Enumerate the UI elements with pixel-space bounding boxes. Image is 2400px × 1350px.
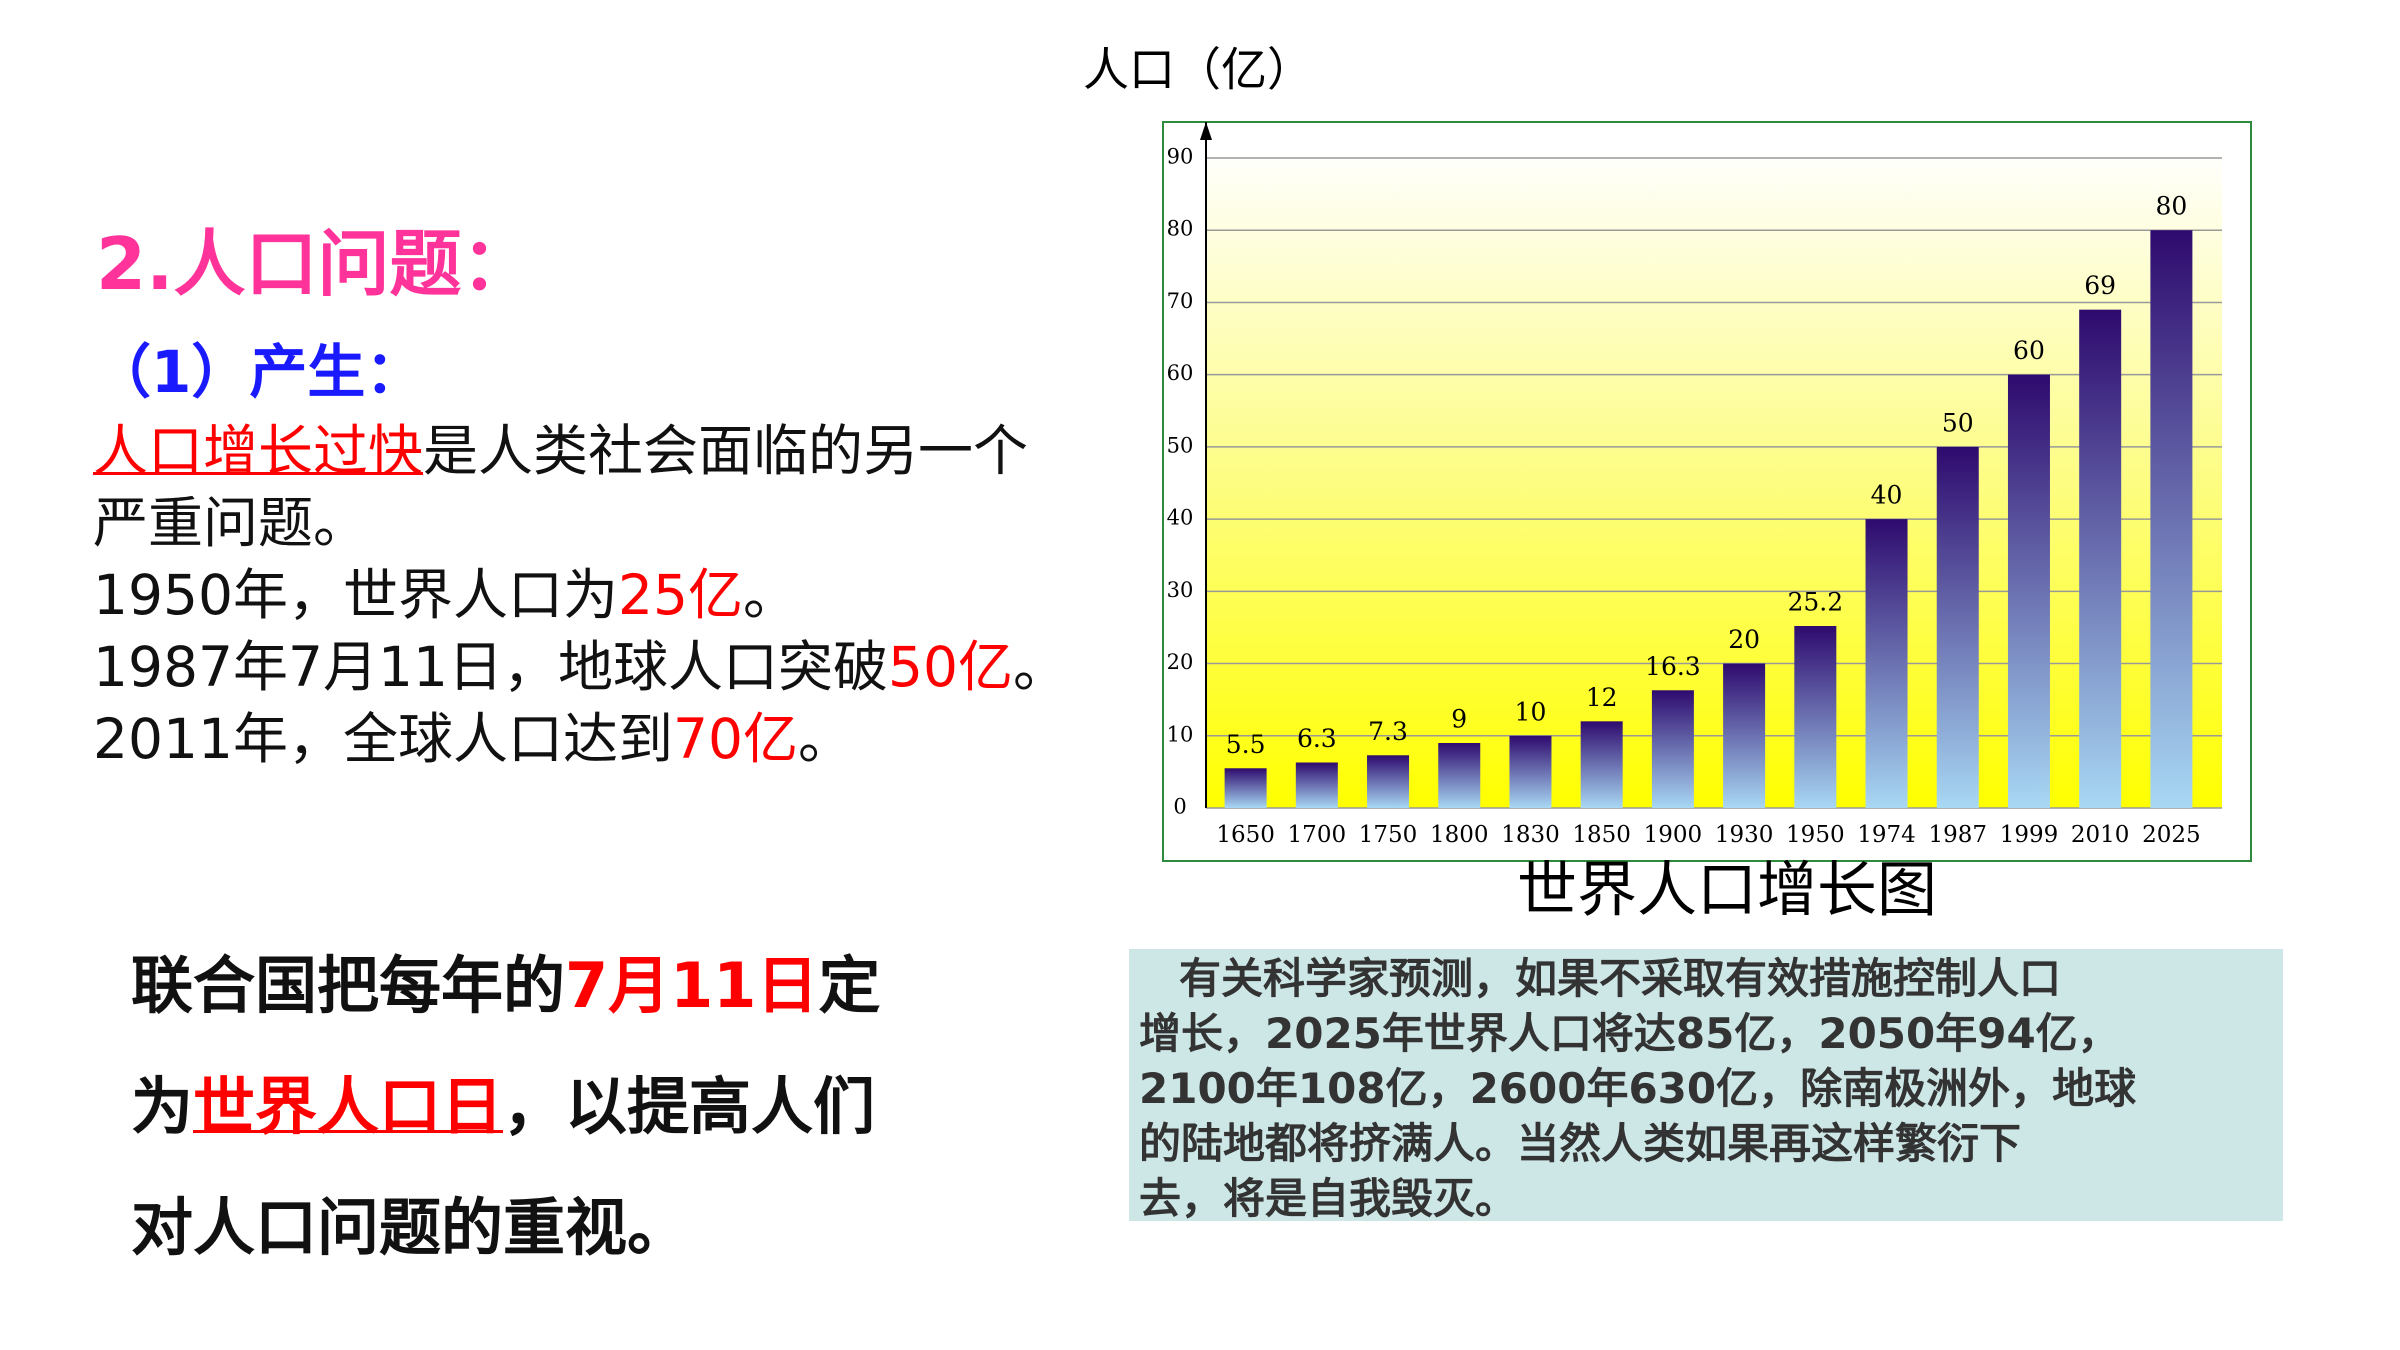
y-axis-arrow (1200, 122, 1212, 140)
x-tick-label: 1700 (1288, 822, 1347, 848)
bar (1580, 721, 1623, 808)
chart-title: 世界人口增长图 (1517, 856, 1937, 926)
bar (1367, 755, 1410, 808)
y-tick-label: 90 (1167, 145, 1194, 169)
prediction-line: 增长，2025年世界人口将达85亿，2050年94亿， (1139, 1009, 2120, 1058)
prediction-line: 2100年108亿，2600年630亿，除南极洲外，地球 (1139, 1064, 2137, 1113)
paragraph-line: 1987年7月11日，地球人口突破50亿。 (93, 631, 1068, 703)
text: 联合国把每年的 (131, 949, 566, 1022)
statement: 联合国把每年的7月11日定 为世界人口日，以提高人们 对人口问题的重视。 (131, 925, 880, 1288)
bar (1224, 768, 1267, 808)
paragraph-line: 2011年，全球人口达到70亿。 (93, 703, 1068, 775)
text: ，以提高人们 (503, 1070, 876, 1143)
value-label: 16.3 (1645, 652, 1701, 681)
x-tick-label: 1900 (1644, 822, 1703, 848)
value-label: 60 (2013, 336, 2045, 365)
x-tick-label: 2010 (2071, 822, 2130, 848)
text: 。 (742, 563, 798, 627)
prediction-line: 的陆地都将挤满人。当然人类如果再这样繁衍下 (1139, 1119, 2022, 1168)
bar (1438, 743, 1481, 808)
paragraph: 人口增长过快是人类社会面临的另一个 严重问题。 1950年，世界人口为25亿。 … (93, 415, 1068, 775)
x-tick-label: 1930 (1715, 822, 1774, 848)
text: 1950年，世界人口为 (93, 563, 618, 627)
plot: 0 10 20 30 40 50 60 70 80 90 1650 5.5 1700 6.3 1750 7.3… (1167, 122, 2222, 848)
value-label: 9 (1451, 705, 1467, 734)
value-label: 6.3 (1297, 724, 1337, 753)
x-tick-label: 1950 (1786, 822, 1845, 848)
bar (1794, 626, 1837, 808)
bar (1936, 446, 1979, 808)
prediction-box: 有关科学家预测，如果不采取有效措施控制人口 增长，2025年世界人口将达85亿，… (1129, 949, 2283, 1223)
value-label: 12 (1586, 683, 1618, 712)
bar (1723, 663, 1766, 808)
bar (2150, 230, 2193, 808)
value-label: 25.2 (1787, 588, 1843, 617)
highlight: 50亿 (887, 635, 1013, 699)
text: 严重问题。 (93, 491, 369, 555)
text: 是人类社会面临的另一个 (423, 419, 1029, 483)
y-tick-label: 40 (1167, 506, 1194, 530)
text: 。 (797, 707, 853, 771)
y-tick-label: 70 (1167, 289, 1194, 313)
y-tick-label: 60 (1167, 361, 1194, 385)
x-tick-label: 1750 (1359, 822, 1418, 848)
x-tick-label: 1650 (1216, 822, 1275, 848)
highlight: 70亿 (672, 707, 798, 771)
value-label: 5.5 (1226, 730, 1266, 759)
value-label: 69 (2084, 271, 2116, 300)
text: 2011年，全球人口达到 (93, 707, 673, 771)
text: 1987年7月11日，地球人口突破 (93, 635, 888, 699)
paragraph-line: 人口增长过快是人类社会面临的另一个 (93, 415, 1068, 487)
x-tick-label: 1800 (1430, 822, 1489, 848)
value-label: 20 (1728, 625, 1760, 654)
y-tick-label: 30 (1167, 578, 1194, 602)
bar (1865, 519, 1908, 808)
text: 为 (131, 1070, 194, 1143)
highlight: 7月11日 (565, 949, 819, 1022)
heading: 2.人口问题： (96, 222, 534, 306)
y-tick-label: 80 (1167, 217, 1194, 241)
x-tick-label: 2025 (2142, 822, 2201, 848)
x-tick-label: 1999 (2000, 822, 2059, 848)
statement-line: 联合国把每年的7月11日定 (131, 925, 880, 1046)
paragraph-line: 严重问题。 (93, 487, 1068, 559)
subheading: （1）产生： (93, 338, 424, 406)
bar (1651, 690, 1694, 808)
prediction-line: 去，将是自我毁灭。 (1139, 1174, 1518, 1223)
statement-line: 对人口问题的重视。 (131, 1167, 880, 1288)
highlight: 世界人口日 (193, 1070, 504, 1143)
value-label: 10 (1515, 697, 1547, 726)
y-axis-label: 人口（亿） (1083, 43, 1313, 97)
highlight: 人口增长过快 (93, 419, 424, 483)
paragraph-line: 1950年，世界人口为25亿。 (93, 559, 1068, 631)
text: 定 (818, 949, 881, 1022)
value-label: 50 (1942, 408, 1974, 437)
x-tick-label: 1850 (1572, 822, 1631, 848)
value-label: 40 (1871, 481, 1903, 510)
y-tick-label: 0 (1173, 795, 1186, 819)
highlight: 25亿 (617, 563, 743, 627)
y-tick-label: 10 (1167, 722, 1194, 746)
value-label: 7.3 (1368, 717, 1408, 746)
text: 。 (1012, 635, 1068, 699)
x-tick-label: 1830 (1501, 822, 1560, 848)
text: 对人口问题的重视。 (131, 1191, 690, 1264)
bar (1295, 762, 1338, 808)
x-tick-label: 1974 (1857, 822, 1916, 848)
plot-background (1206, 150, 2222, 808)
bar (2007, 374, 2050, 808)
y-tick-label: 20 (1167, 650, 1194, 674)
value-label: 80 (2155, 192, 2187, 221)
bar (1509, 735, 1552, 808)
bar (2079, 309, 2122, 808)
prediction-line: 有关科学家预测，如果不采取有效措施控制人口 (1179, 954, 2062, 1003)
statement-line: 为世界人口日，以提高人们 (131, 1046, 880, 1167)
x-tick-label: 1987 (1928, 822, 1987, 848)
y-tick-label: 50 (1167, 433, 1194, 457)
